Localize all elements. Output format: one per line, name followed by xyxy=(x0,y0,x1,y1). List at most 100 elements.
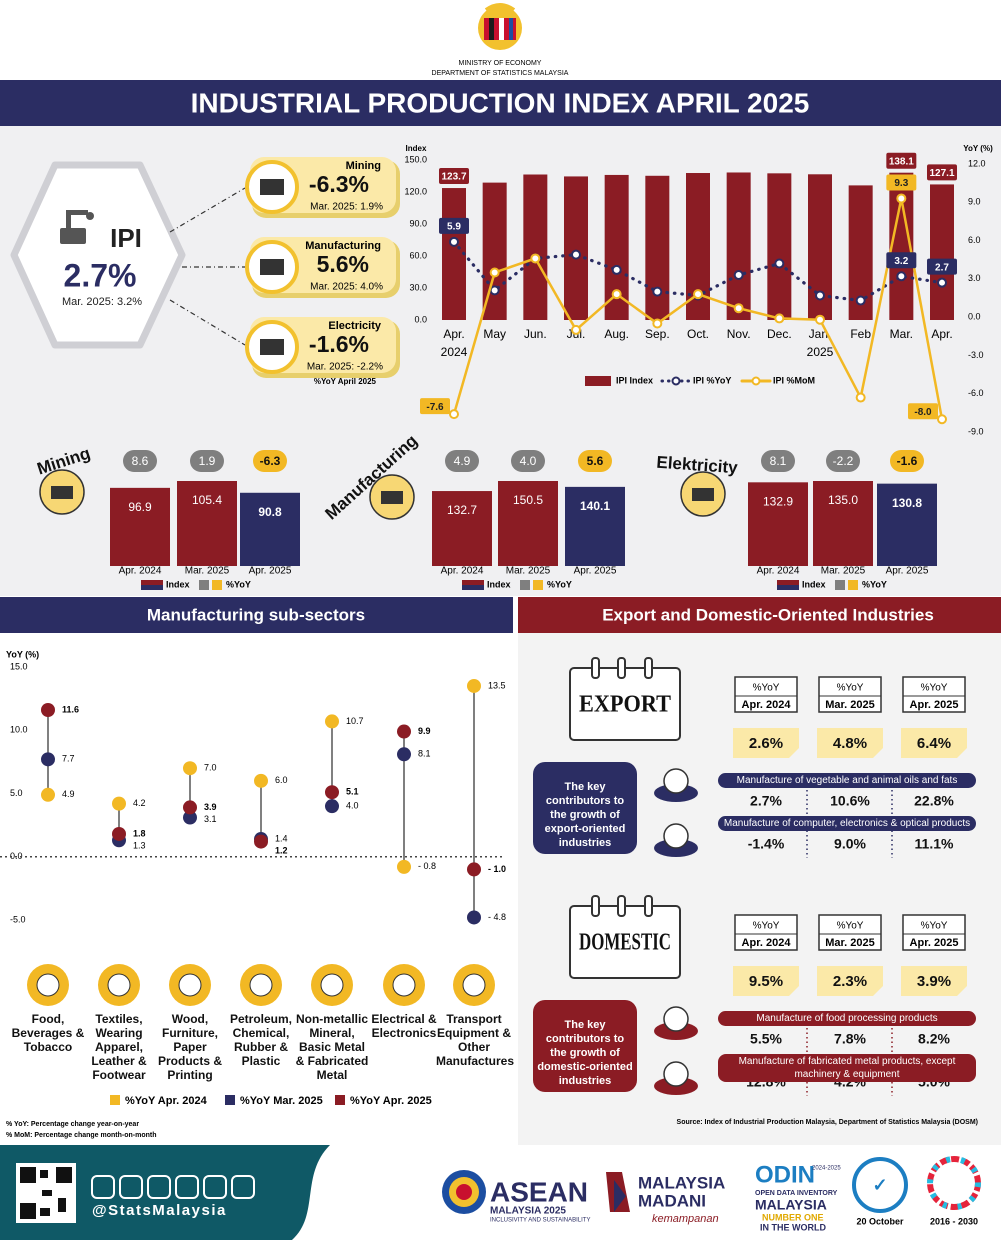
yoy-label: 8.6 xyxy=(132,454,149,468)
legend-label: %YoY xyxy=(547,579,572,589)
y-tick-label: 5.0 xyxy=(10,788,23,798)
legend-label: %YoY xyxy=(862,579,887,589)
sector-icon-shape xyxy=(260,179,284,195)
item-icon-top xyxy=(663,1006,689,1032)
sector-name: Electricity xyxy=(328,320,381,332)
sector-previous: Mar. 2025: 1.9% xyxy=(310,202,383,213)
yoy-label: -1.6 xyxy=(897,454,918,468)
yoy-badge xyxy=(890,450,924,472)
x-tick-label: Apr. xyxy=(931,327,952,341)
logo-sdg: 2016 - 2030 xyxy=(930,1216,978,1226)
category-label: Non-metallic Mineral, Basic Metal & Fabr… xyxy=(295,1012,369,1082)
y2-axis-title: YoY (%) xyxy=(963,144,993,153)
dot xyxy=(397,859,411,874)
category-label: Petroleum, Chemical, Rubber & Plastic xyxy=(229,1012,292,1068)
value-box xyxy=(901,966,967,996)
logo-text: MALAYSIA xyxy=(755,1197,827,1213)
bar xyxy=(442,188,466,320)
value-label-box xyxy=(439,168,469,185)
dot xyxy=(112,826,126,841)
x-tick-label: Mar. 2025 xyxy=(821,566,866,577)
value-box xyxy=(817,728,883,758)
line-point xyxy=(937,414,947,425)
chart-icon-shape xyxy=(51,486,73,499)
dot-label: 11.6 xyxy=(62,704,79,714)
page-title: INDUSTRIAL PRODUCTION INDEX APRIL 2025 xyxy=(191,87,810,118)
contributors-label: The key contributors to the growth of do… xyxy=(537,1019,633,1087)
dot-label: 1.3 xyxy=(133,840,146,850)
sector-icon-shape xyxy=(260,339,284,355)
group-value: 2.6% xyxy=(749,735,783,752)
y-axis-title: Index xyxy=(406,144,427,153)
bar xyxy=(767,173,792,320)
line-point xyxy=(652,286,663,297)
line-point xyxy=(611,289,622,300)
legend-swatch xyxy=(141,585,163,590)
item-name: Manufacture of fabricated metal products… xyxy=(718,1054,976,1082)
legend-label: %YoY Apr. 2024 xyxy=(125,1095,208,1107)
dot-label: 6.0 xyxy=(275,775,288,785)
period-header: %YoY xyxy=(921,921,948,932)
y-tick-label: 60.0 xyxy=(409,250,427,260)
social-icons xyxy=(91,1175,255,1199)
category-icon-inner xyxy=(392,973,416,997)
period-calendar xyxy=(902,914,966,951)
bar-label: 96.9 xyxy=(128,500,152,514)
group-value: 9.5% xyxy=(749,973,783,990)
sector-value: -6.3% xyxy=(309,171,369,197)
bar xyxy=(813,481,873,566)
item-value: 7.8% xyxy=(834,1031,866,1047)
calendar-ring xyxy=(591,895,600,917)
line-point xyxy=(530,253,541,264)
dot-label: - 4.8 xyxy=(488,912,506,922)
dot-label: 9.9 xyxy=(418,726,431,736)
legend-swatch xyxy=(751,376,761,386)
yoy-badge xyxy=(511,450,545,472)
bar xyxy=(240,492,300,566)
bar-label: 132.9 xyxy=(763,494,793,508)
logo-text: ODIN xyxy=(755,1161,815,1188)
bar-label: 135.0 xyxy=(828,493,858,507)
chart-icon-shape xyxy=(381,491,403,504)
value-label: 9.3 xyxy=(894,178,908,189)
section-title: Export and Domestic-Oriented Industries xyxy=(602,605,934,624)
dot xyxy=(325,714,339,729)
sector-value: 5.6% xyxy=(317,251,369,277)
x-tick-label: Aug. xyxy=(604,327,629,341)
dot-label: 1.2 xyxy=(275,845,288,855)
x-tick-label: Mar. xyxy=(890,327,913,341)
period-label: Apr. 2025 xyxy=(910,937,959,949)
value-label-box xyxy=(927,258,957,275)
sector-name: Manufacturing xyxy=(305,240,381,252)
ipi-label: IPI xyxy=(110,223,142,253)
x-tick-label: May xyxy=(483,327,506,341)
legend-swatch xyxy=(462,585,484,590)
social-handle: @StatsMalaysia xyxy=(92,1202,227,1219)
value-label: 127.1 xyxy=(929,168,954,179)
legend-swatch xyxy=(533,580,543,590)
dot xyxy=(397,724,411,739)
yoy-label: 4.0 xyxy=(520,454,537,468)
legend-label: %YoY xyxy=(226,579,251,589)
yoy-label: 8.1 xyxy=(770,454,787,468)
category-icon-inner xyxy=(320,973,344,997)
dot-label: 13.5 xyxy=(488,680,506,690)
dot-label: 1.4 xyxy=(275,833,288,843)
legend-label: Index xyxy=(166,579,190,589)
category-icon-inner xyxy=(36,973,60,997)
value-label-box xyxy=(886,252,917,269)
dot-label: 7.0 xyxy=(204,763,217,773)
ipi-value: 2.7% xyxy=(64,257,137,293)
dot xyxy=(325,799,339,814)
line-point xyxy=(733,270,744,281)
calendar-ring xyxy=(591,657,600,679)
period-calendar xyxy=(734,676,798,713)
dot-label: 1.8 xyxy=(133,828,146,838)
logo-text: MALAYSIA xyxy=(638,1173,725,1192)
y2-tick-label: 0.0 xyxy=(968,312,981,322)
dot-label: 4.9 xyxy=(62,789,75,799)
line-point xyxy=(571,249,581,260)
value-label-box xyxy=(908,403,938,420)
